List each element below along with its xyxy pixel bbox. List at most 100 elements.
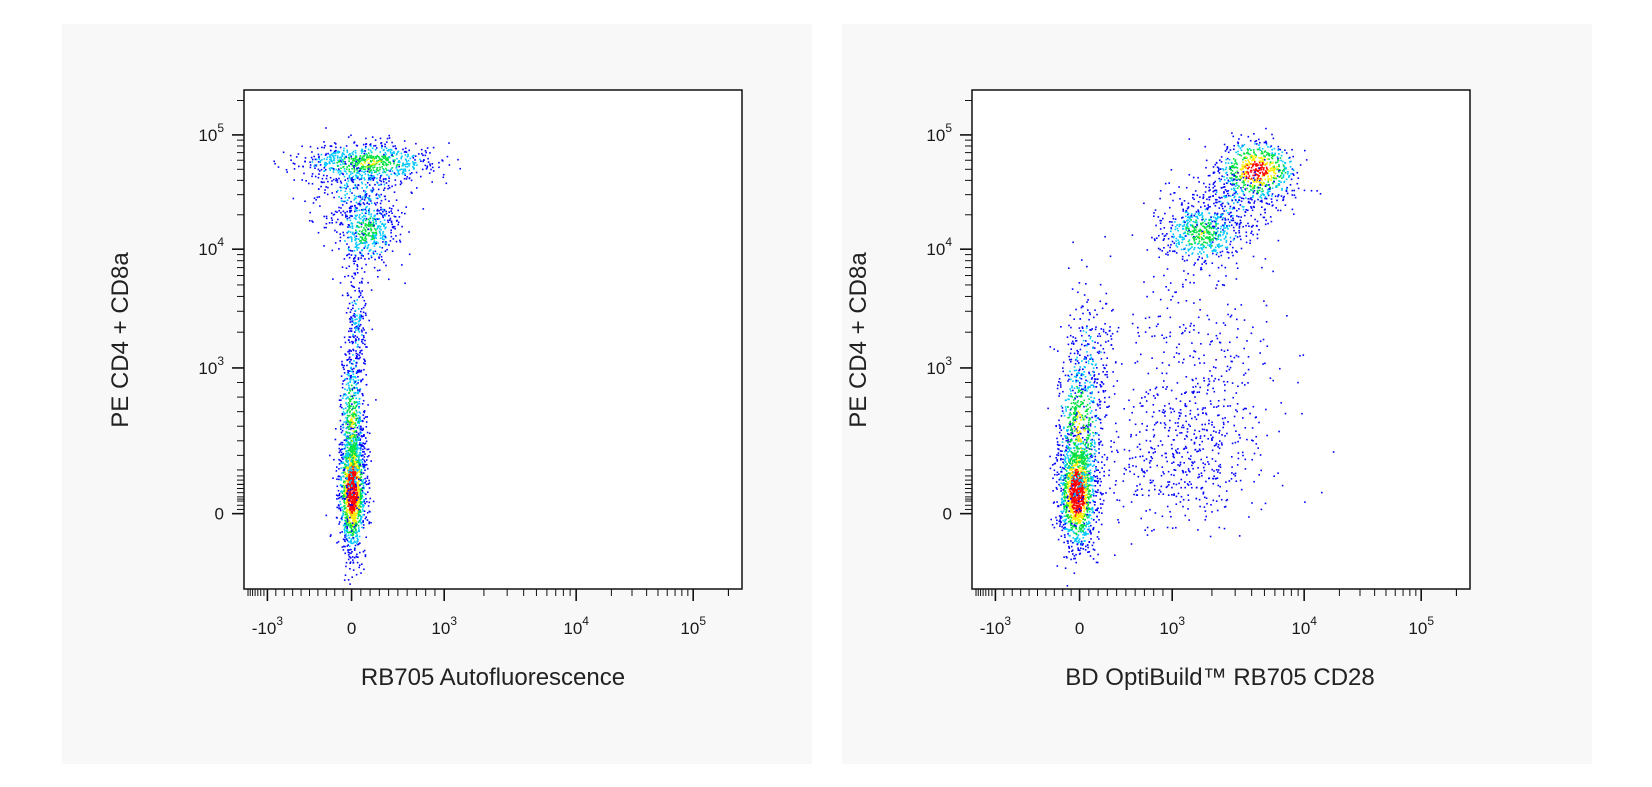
event-point	[1090, 480, 1093, 482]
event-point	[367, 163, 370, 166]
event-point	[344, 275, 346, 278]
event-point	[364, 240, 367, 242]
event-point	[1061, 503, 1064, 505]
event-point	[1066, 585, 1069, 587]
data-points	[1047, 127, 1335, 587]
event-point	[352, 434, 354, 437]
event-point	[1078, 541, 1081, 543]
event-point	[362, 327, 364, 329]
event-point	[370, 161, 372, 163]
event-point	[371, 159, 374, 162]
event-point	[350, 479, 352, 482]
event-point	[383, 213, 386, 216]
event-point	[352, 378, 355, 381]
event-point	[337, 189, 339, 192]
event-point	[355, 486, 358, 489]
event-point	[374, 214, 376, 217]
event-point	[1071, 451, 1073, 454]
event-point	[347, 440, 349, 443]
event-point	[345, 492, 348, 494]
event-point	[348, 475, 350, 477]
event-point	[1094, 490, 1097, 493]
event-point	[1070, 467, 1072, 469]
event-point	[374, 156, 377, 158]
event-point	[363, 199, 366, 201]
event-point	[380, 147, 383, 149]
event-point	[341, 492, 344, 494]
event-point	[358, 407, 360, 409]
event-point	[402, 162, 404, 165]
event-point	[391, 212, 393, 214]
event-point	[351, 413, 353, 416]
event-point	[365, 195, 367, 197]
event-point	[361, 159, 363, 162]
event-point	[379, 166, 381, 169]
event-point	[351, 576, 353, 578]
event-point	[1086, 532, 1088, 535]
event-point	[376, 227, 378, 230]
event-point	[335, 470, 338, 472]
event-point	[383, 187, 386, 189]
event-point	[354, 342, 357, 344]
event-point	[338, 248, 340, 250]
event-point	[341, 200, 344, 203]
event-point	[356, 539, 359, 542]
event-point	[356, 207, 358, 209]
event-point	[1087, 453, 1089, 456]
y-tick-label: 103	[198, 354, 224, 378]
event-point	[360, 446, 362, 449]
event-point	[1060, 429, 1063, 431]
event-point	[346, 373, 348, 376]
event-point	[396, 151, 399, 153]
event-point	[1058, 520, 1061, 523]
event-point	[356, 445, 359, 447]
event-point	[394, 179, 397, 181]
event-point	[372, 221, 375, 223]
event-point	[350, 476, 353, 478]
event-point	[347, 307, 349, 310]
event-point	[345, 460, 348, 463]
event-point	[358, 510, 361, 513]
event-point	[350, 462, 352, 464]
event-point	[1083, 476, 1086, 479]
event-point	[303, 172, 305, 175]
event-point	[353, 386, 356, 389]
event-point	[342, 452, 345, 455]
event-point	[1063, 490, 1065, 492]
event-point	[348, 437, 351, 439]
event-point	[1070, 540, 1072, 542]
event-point	[349, 433, 352, 436]
event-point	[1088, 470, 1090, 473]
event-point	[1088, 508, 1090, 511]
event-point	[359, 492, 362, 495]
event-point	[348, 197, 350, 199]
event-point	[375, 197, 378, 200]
event-point	[340, 454, 343, 456]
event-point	[358, 470, 361, 472]
event-point	[365, 143, 367, 145]
event-point	[355, 468, 358, 470]
event-point	[366, 205, 368, 208]
event-point	[354, 237, 357, 240]
event-point	[348, 372, 350, 375]
event-point	[1077, 534, 1080, 536]
event-point	[342, 549, 345, 551]
event-point	[431, 181, 433, 183]
event-point	[355, 501, 357, 504]
event-point	[329, 454, 331, 457]
event-point	[342, 458, 344, 460]
event-point	[347, 464, 349, 467]
event-point	[346, 219, 349, 221]
event-point	[1085, 447, 1088, 449]
event-point	[1077, 469, 1080, 472]
event-point	[337, 540, 340, 543]
event-point	[354, 207, 357, 210]
event-point	[346, 410, 349, 413]
event-point	[387, 219, 389, 222]
event-point	[344, 482, 346, 484]
event-point	[1077, 451, 1079, 453]
event-point	[339, 405, 342, 408]
event-point	[350, 134, 352, 137]
event-point	[365, 230, 367, 233]
event-point	[368, 154, 371, 157]
